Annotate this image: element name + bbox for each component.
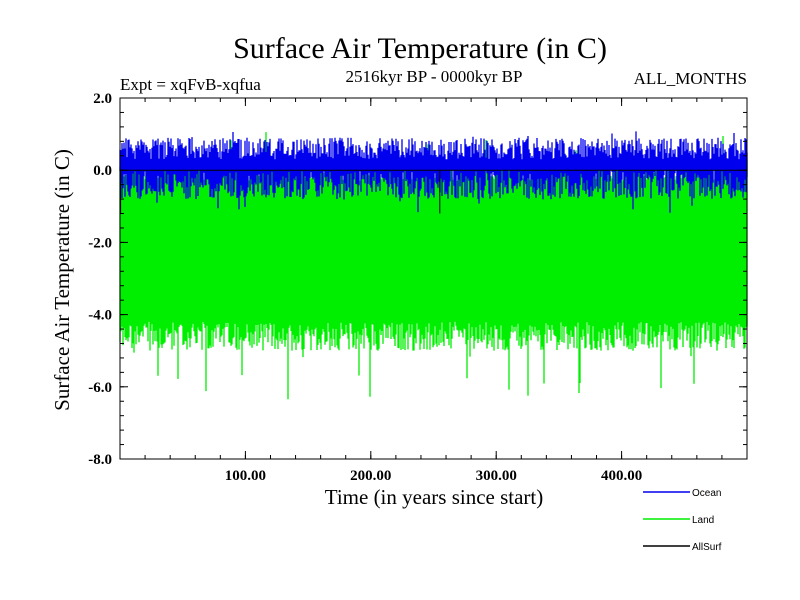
series-allsurf-spikes	[120, 170, 441, 214]
y-axis: 2.0 0.0 -2.0 -4.0 -6.0 -8.0	[88, 91, 747, 468]
legend-label-ocean: Ocean	[692, 488, 721, 499]
chart-title: Surface Air Temperature (in C)	[233, 32, 607, 65]
y-tick-label: -8.0	[88, 452, 112, 468]
period-label: 2516kyr BP - 0000kyr BP	[346, 67, 523, 86]
x-tick-label: 400.00	[601, 468, 642, 484]
y-axis-title: Surface Air Temperature (in C)	[50, 149, 74, 411]
plot-frame	[119, 97, 748, 460]
x-tick-label: 200.00	[350, 468, 391, 484]
legend-label-land: Land	[692, 515, 714, 526]
x-axis: 100.00 200.00 300.00 400.00	[144, 98, 723, 484]
y-tick-label: 0.0	[93, 163, 112, 179]
x-tick-label: 100.00	[225, 468, 266, 484]
plot-data	[119, 131, 748, 400]
y-tick-label: 2.0	[93, 91, 112, 107]
y-tick-label: -6.0	[88, 380, 112, 396]
experiment-label: Expt = xqFvB-xqfua	[120, 75, 261, 94]
y-tick-label: -4.0	[88, 308, 112, 324]
months-label: ALL_MONTHS	[634, 69, 747, 88]
legend-label-allsurf: AllSurf	[692, 542, 722, 553]
x-axis-title: Time (in years since start)	[325, 485, 544, 509]
x-tick-label: 300.00	[476, 468, 517, 484]
y-tick-label: -2.0	[88, 235, 112, 251]
legend: Ocean Land AllSurf	[643, 488, 722, 553]
